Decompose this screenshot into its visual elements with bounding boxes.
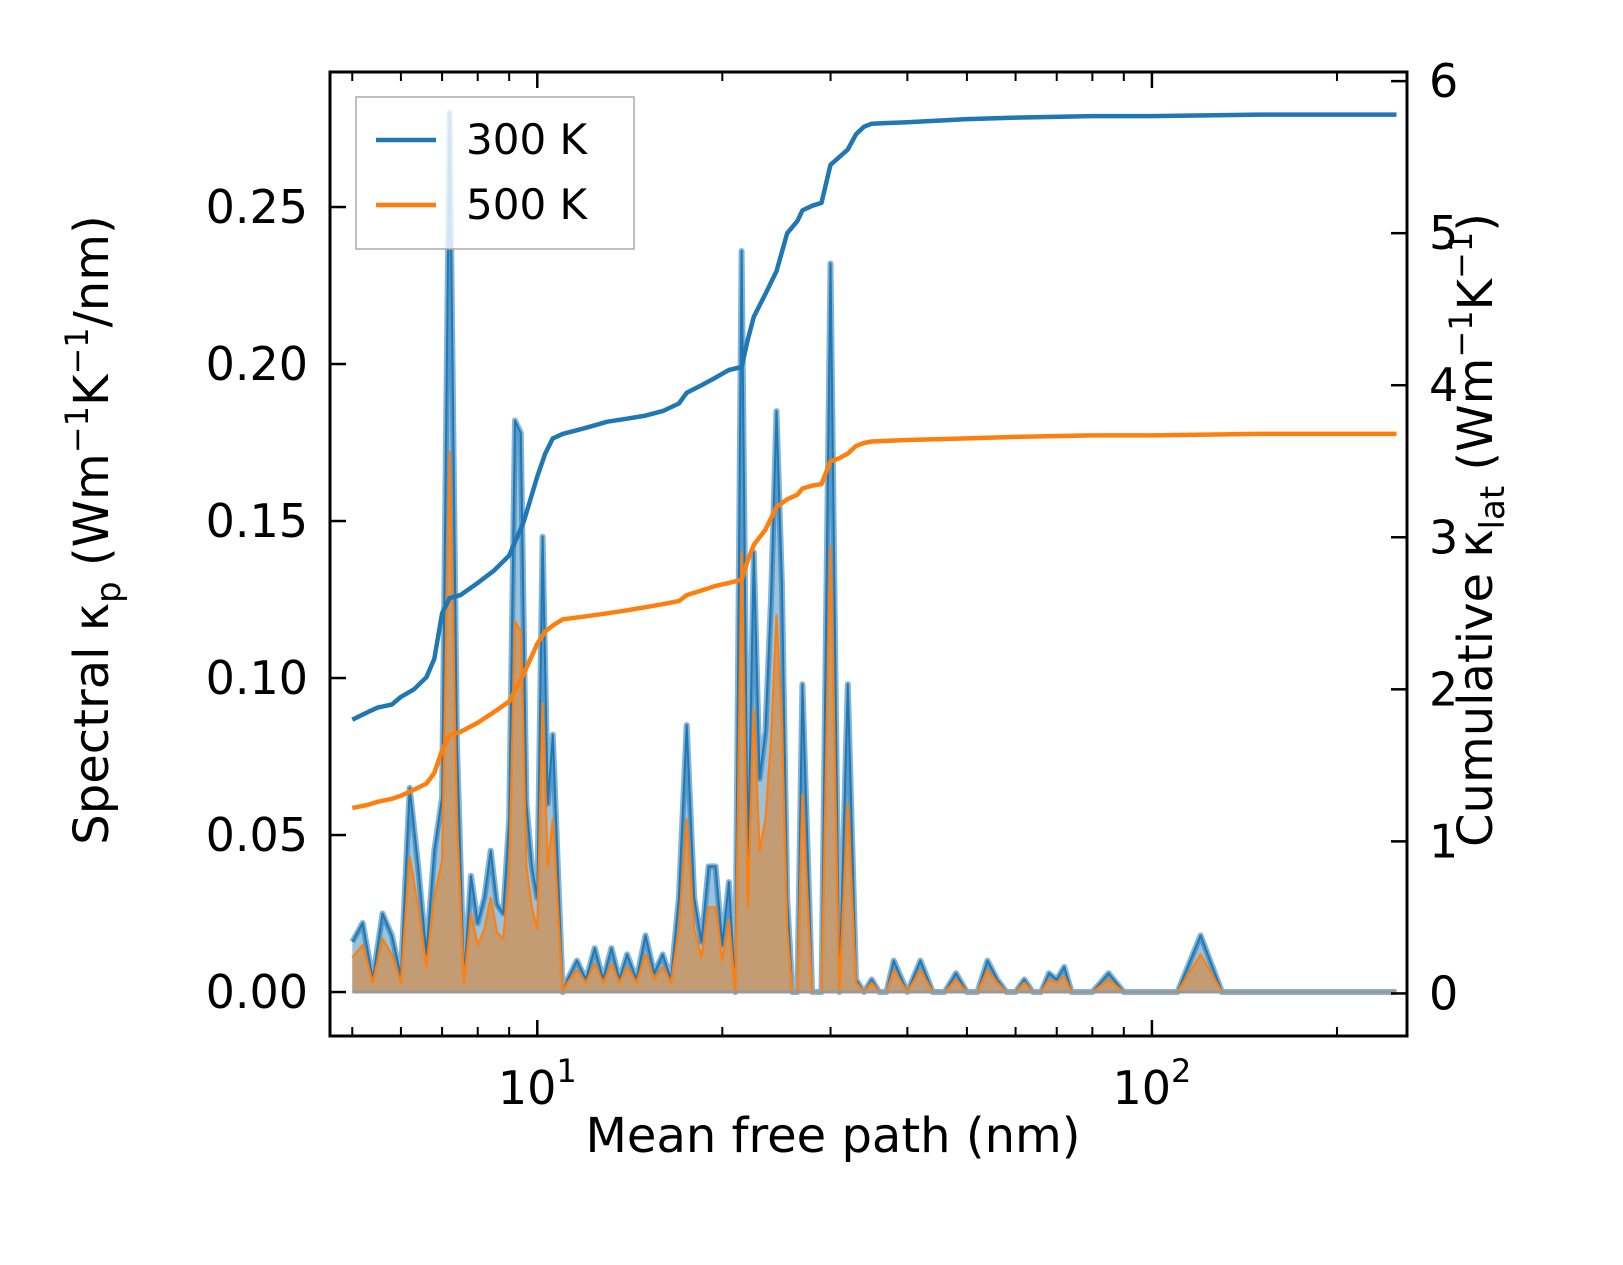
y-left-tick-label: 0.00 (206, 965, 308, 1019)
y-right-tick-labels: 0 1 2 3 4 5 6 (1429, 54, 1458, 1020)
x-tick-labels: 101 102 (498, 1052, 1192, 1115)
y-left-tick-label: 0.25 (206, 180, 308, 234)
y-right-tick-label: 5 (1429, 206, 1458, 260)
y-left-tick-labels: 0.00 0.05 0.10 0.15 0.20 0.25 (206, 180, 308, 1019)
y-right-tick-label: 2 (1429, 662, 1458, 716)
cumulative-line-500k (351, 431, 1397, 811)
y-right-tick-label: 6 (1429, 54, 1458, 108)
y-left-axis-title: Spectral κp (Wm−1K−1/nm) (58, 215, 129, 844)
plot-frame (328, 70, 1409, 1038)
x-tick-label-100: 102 (1112, 1052, 1191, 1115)
cumulative-line-300k (351, 112, 1397, 722)
spectral-fill-layer (349, 109, 1397, 995)
cumulative-line-layer (351, 112, 1397, 811)
y-left-tick-label: 0.05 (206, 808, 308, 862)
x-axis-title: Mean free path (nm) (586, 1108, 1081, 1164)
legend: 300 K 500 K (355, 96, 635, 250)
y-right-axis-title: Cumulative κlat (Wm−1K−1) (1442, 213, 1513, 847)
y-right-tick-label: 0 (1429, 966, 1458, 1020)
y-right-tick-label: 4 (1429, 358, 1458, 412)
y-left-tick-label: 0.20 (206, 337, 308, 391)
legend-label-500k: 500 K (466, 180, 589, 229)
legend-frame (355, 96, 635, 250)
y-left-tick-label: 0.10 (206, 651, 308, 705)
spectral-area-500k (352, 451, 1397, 992)
tick-layer (330, 72, 1407, 1036)
y-left-tick-label: 0.15 (206, 494, 308, 548)
x-tick-label-10: 101 (498, 1052, 577, 1115)
legend-label-300k: 300 K (466, 115, 589, 164)
y-right-tick-label: 3 (1429, 510, 1458, 564)
y-right-tick-label: 1 (1429, 814, 1458, 868)
